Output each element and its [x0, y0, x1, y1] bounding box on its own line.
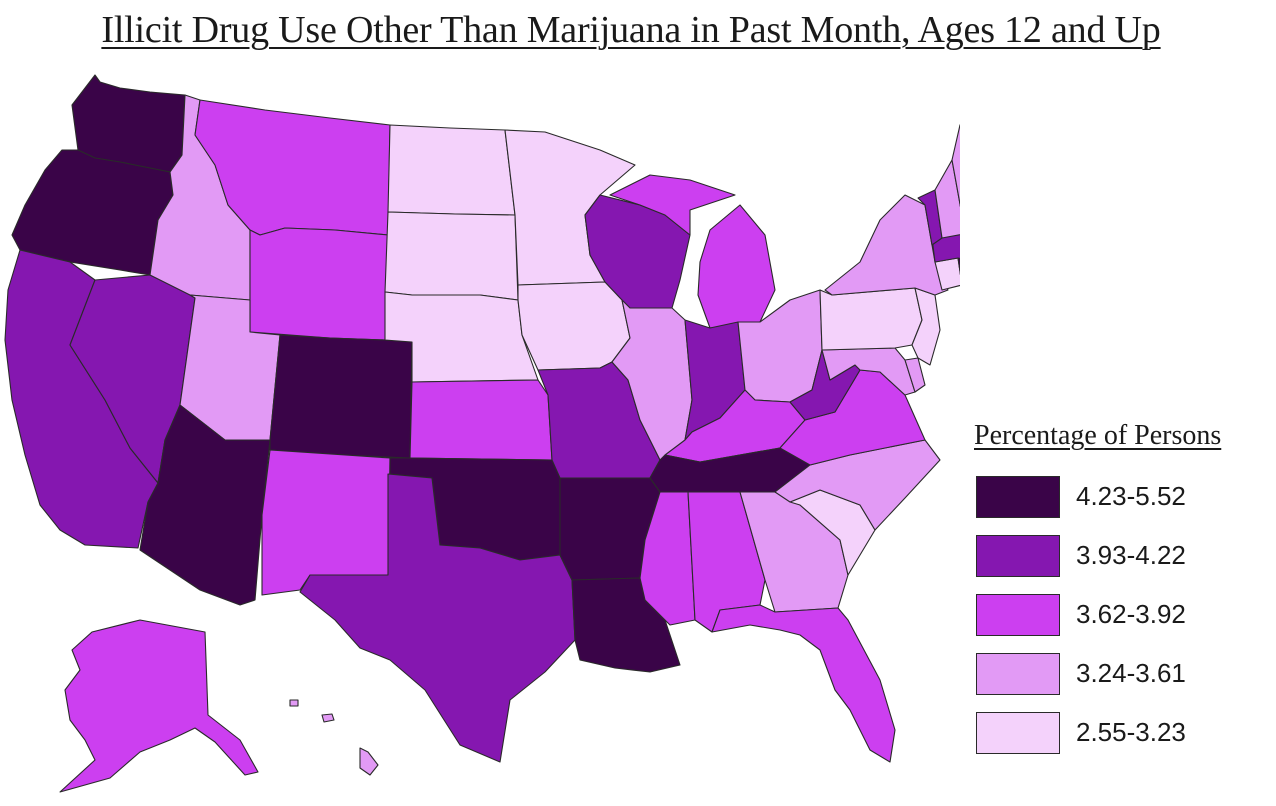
state-oregon — [11, 149, 174, 276]
legend-label: 2.55-3.23 — [1076, 717, 1186, 747]
legend-item: 3.24-3.61 — [976, 653, 1266, 697]
map-title: Illicit Drug Use Other Than Marijuana in… — [101, 9, 1161, 51]
state-alaska — [59, 619, 259, 793]
state-texas — [299, 473, 576, 763]
legend-swatch — [976, 653, 1060, 695]
legend-swatch — [976, 535, 1060, 577]
state-florida — [711, 604, 896, 763]
state-maine — [951, 124, 960, 208]
legend-label: 4.23-5.52 — [1076, 481, 1186, 511]
legend-item: 4.23-5.52 — [976, 476, 1266, 520]
state-pennsylvania — [819, 287, 923, 351]
state-nebraska — [384, 291, 539, 383]
state-massachusetts — [931, 233, 960, 263]
state-south-dakota — [384, 211, 519, 301]
state-iowa — [517, 281, 631, 371]
state-maryland — [821, 347, 916, 396]
state-new-hampshire — [934, 159, 960, 239]
legend: Percentage of Persons 4.23-5.52 3.93-4.2… — [966, 420, 1272, 754]
legend-item: 2.55-3.23 — [976, 712, 1266, 756]
state-delaware — [904, 357, 926, 393]
legend-swatch — [976, 594, 1060, 636]
state-mississippi — [639, 491, 696, 626]
state-kansas — [409, 379, 553, 461]
legend-item: 3.62-3.92 — [976, 594, 1266, 638]
legend-label: 3.93-4.22 — [1076, 540, 1186, 570]
state-north-dakota — [387, 124, 516, 216]
legend-swatch — [976, 712, 1060, 754]
state-vermont — [917, 189, 943, 246]
state-wyoming — [249, 227, 389, 341]
state-colorado — [269, 334, 413, 459]
legend-label: 3.62-3.92 — [1076, 599, 1186, 629]
legend-item: 3.93-4.22 — [976, 535, 1266, 579]
legend-swatch — [976, 476, 1060, 518]
state-hawaii — [289, 699, 379, 776]
state-rhode-island — [957, 257, 960, 276]
state-new-jersey — [911, 287, 941, 366]
state-new-mexico — [261, 449, 391, 596]
us-choropleth-map — [4, 74, 960, 793]
legend-title: Percentage of Persons — [974, 420, 1222, 451]
legend-label: 3.24-3.61 — [1076, 658, 1186, 688]
